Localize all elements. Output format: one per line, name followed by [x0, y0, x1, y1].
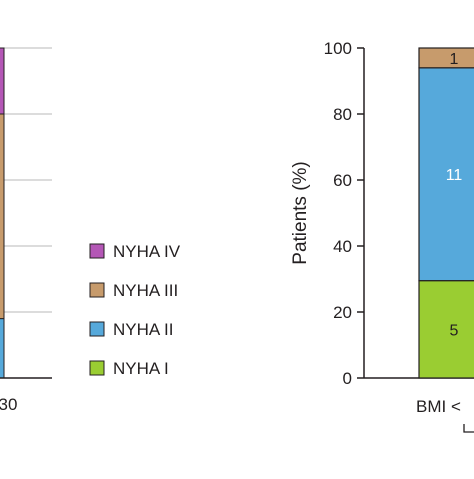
x-tick-label: BMI < — [416, 397, 461, 416]
y-tick-label: 40 — [333, 237, 352, 256]
y-tick-label: 0 — [343, 369, 352, 388]
legend-label: NYHA I — [113, 359, 169, 378]
legend-label: NYHA III — [113, 281, 178, 300]
bar-data-label: 11 — [446, 167, 463, 184]
group-bracket — [463, 424, 474, 433]
legend-swatch — [89, 282, 105, 298]
legend-swatch — [89, 243, 105, 259]
y-axis-title: Patients (%) — [290, 161, 311, 264]
legend-swatch — [89, 321, 105, 337]
legend-label: NYHA II — [113, 320, 173, 339]
y-tick-label: 60 — [333, 171, 352, 190]
bar-segment — [418, 280, 474, 379]
legend: NYHA IV NYHA III NYHA II NYHA I — [89, 242, 181, 378]
y-tick-label: 100 — [324, 39, 352, 58]
legend-label: NYHA IV — [113, 242, 181, 261]
bar-data-label: 5 — [450, 322, 459, 339]
bar-segment — [0, 47, 5, 115]
y-tick-label: 80 — [333, 105, 352, 124]
bar-data-label: 1 — [450, 51, 459, 68]
bar-segment — [418, 47, 474, 69]
y-tick-label: 20 — [333, 303, 352, 322]
left-chart-panel: 30 — [0, 47, 52, 414]
bar-segment — [0, 113, 5, 320]
x-tick-label: 30 — [0, 395, 17, 414]
bar-segment — [0, 318, 5, 379]
legend-swatch — [89, 360, 105, 376]
